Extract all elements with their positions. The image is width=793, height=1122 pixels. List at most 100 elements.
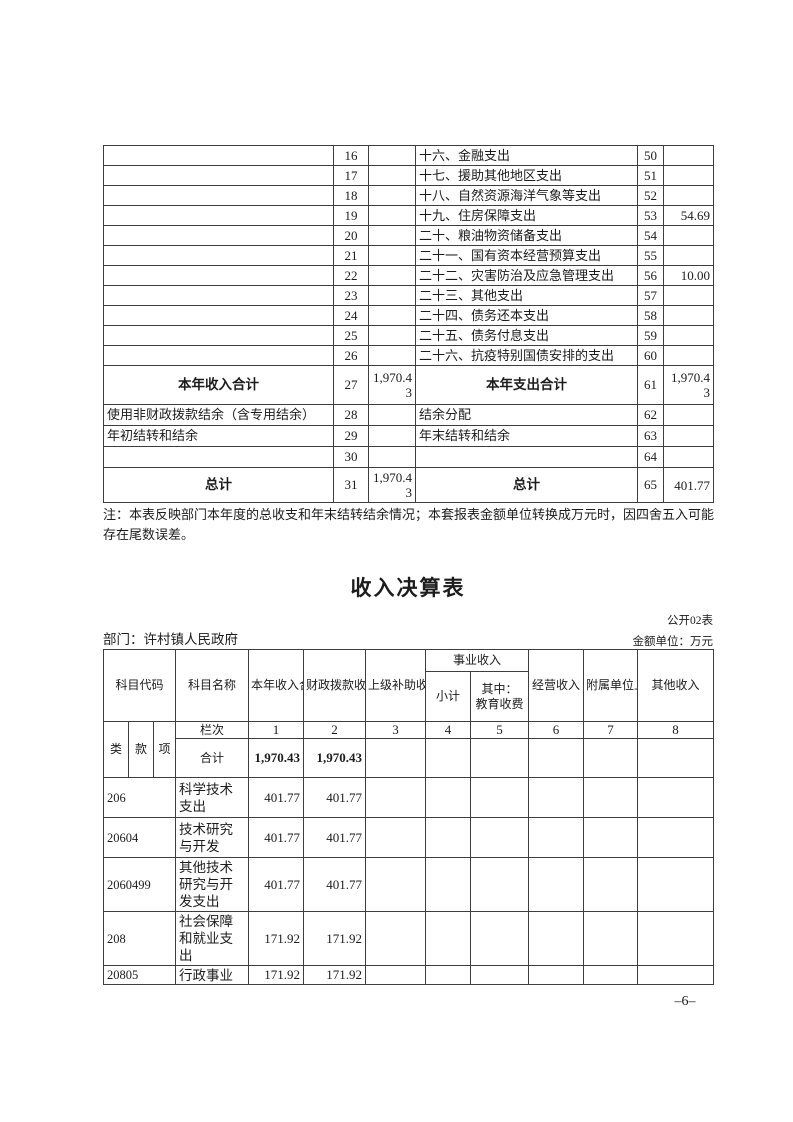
line-no-cell: 16 xyxy=(333,145,369,166)
amount-cell xyxy=(469,857,530,912)
line-no-cell: 62 xyxy=(637,404,664,426)
item-label-cell xyxy=(103,285,334,306)
subject-name-cell: 技术研究与开发 xyxy=(175,817,249,858)
header-fiscal-appropriation: 财政拨款收入 xyxy=(303,649,366,722)
table-row: 20 二十、粮油物资储备支出 54 xyxy=(103,225,714,246)
amount-cell xyxy=(528,777,585,818)
item-label-cell xyxy=(103,446,334,468)
line-no-cell: 53 xyxy=(637,205,664,226)
line-no-cell: 27 xyxy=(333,365,369,405)
table-row: 208 社会保障和就业支出 171.92 171.92 xyxy=(103,911,715,966)
amount-cell xyxy=(637,817,715,858)
item-label-cell: 二十四、债务还本支出 xyxy=(415,305,638,326)
line-no-cell: 59 xyxy=(637,325,664,346)
column-row-label: 栏次 xyxy=(175,721,249,739)
header-subrow: 小计 其中：教育收费 xyxy=(104,671,714,722)
table-row: 22 二十二、灾害防治及应急管理支出 56 10.00 xyxy=(103,265,714,286)
subject-name-cell: 其他技术研究与开发支出 xyxy=(175,857,249,912)
amount-cell: 171.92 xyxy=(248,911,304,966)
header-section: 款 xyxy=(128,721,154,778)
amount-cell xyxy=(425,777,471,818)
amount-cell xyxy=(368,446,416,468)
header-other-income: 其他收入 xyxy=(637,649,715,722)
item-label-cell: 本年收入合计 xyxy=(103,365,334,405)
line-no-cell: 21 xyxy=(333,245,369,266)
amount-cell xyxy=(528,857,585,912)
amount-cell: 54.69 xyxy=(663,205,714,226)
item-label-cell: 二十五、债务付息支出 xyxy=(415,325,638,346)
column-number: 2 xyxy=(303,721,366,739)
header-education-fees: 其中：教育收费 xyxy=(469,671,530,722)
amount-cell xyxy=(425,738,471,778)
amount-cell xyxy=(583,857,639,912)
item-label-cell: 二十、粮油物资储备支出 xyxy=(415,225,638,246)
amount-cell xyxy=(365,857,426,912)
subject-code-cell: 20604 xyxy=(103,817,176,858)
amount-cell xyxy=(637,777,715,818)
line-no-cell: 24 xyxy=(333,305,369,326)
amount-cell xyxy=(637,965,715,985)
amount-cell: 10.00 xyxy=(663,265,714,286)
amount-cell xyxy=(469,817,530,858)
table-row: 17 十七、援助其他地区支出 51 xyxy=(103,165,714,186)
subject-name-cell: 社会保障和就业支出 xyxy=(175,911,249,966)
amount-cell xyxy=(469,911,530,966)
item-label-cell: 二十三、其他支出 xyxy=(415,285,638,306)
grand-total-row: 总计 31 1,970.43 总计 65 401.77 xyxy=(103,467,714,503)
line-no-cell: 64 xyxy=(637,446,664,468)
line-no-cell: 26 xyxy=(333,345,369,366)
header-business-income-group: 事业收入 xyxy=(424,649,530,672)
line-no-cell: 28 xyxy=(333,404,369,426)
total-income-row: 本年收入合计 27 1,970.43 本年支出合计 61 1,970.43 xyxy=(103,365,714,405)
amount-cell xyxy=(583,965,639,985)
column-number: 3 xyxy=(365,721,426,739)
line-no-cell: 56 xyxy=(637,265,664,286)
item-label-cell: 总计 xyxy=(103,467,334,503)
subject-name-cell: 行政事业 xyxy=(175,965,249,985)
item-label-cell: 年末结转和结余 xyxy=(415,425,638,447)
amount-cell xyxy=(368,425,416,447)
header-superior-subsidy: 上级补助收入 xyxy=(365,649,426,722)
amount-cell xyxy=(583,911,639,966)
table-row: 2060499 其他技术研究与开发支出 401.77 401.77 xyxy=(103,857,715,912)
amount-cell: 1,970.43 xyxy=(368,365,416,405)
amount-cell xyxy=(663,245,714,266)
item-label-cell xyxy=(103,345,334,366)
amount-cell xyxy=(425,911,471,966)
line-no-cell: 31 xyxy=(333,467,369,503)
amount-cell xyxy=(368,265,416,286)
amount-cell xyxy=(368,345,416,366)
header-item: 项 xyxy=(153,721,176,778)
line-no-cell: 61 xyxy=(637,365,664,405)
item-label-cell: 二十一、国有资本经营预算支出 xyxy=(415,245,638,266)
unit-label: 金额单位：万元 xyxy=(632,636,714,648)
amount-cell: 171.92 xyxy=(303,911,366,966)
amount-cell xyxy=(663,225,714,246)
header-affiliated-unit-income: 附属单位上缴收入 xyxy=(583,649,639,722)
amount-cell xyxy=(663,305,714,326)
line-no-cell: 30 xyxy=(333,446,369,468)
table-row: 18 十八、自然资源海洋气象等支出 52 xyxy=(103,185,714,206)
amount-cell xyxy=(583,817,639,858)
amount-cell: 401.77 xyxy=(303,857,366,912)
amount-cell xyxy=(368,285,416,306)
item-label-cell: 总计 xyxy=(415,467,638,503)
amount-cell: 401.77 xyxy=(248,777,304,818)
item-label-cell: 十八、自然资源海洋气象等支出 xyxy=(415,185,638,206)
header-subject-code: 科目代码 xyxy=(103,649,176,722)
item-label-cell xyxy=(103,245,334,266)
amount-cell xyxy=(528,911,585,966)
subject-name-cell: 科学技术支出 xyxy=(175,777,249,818)
header-subtotal: 小计 xyxy=(425,671,471,722)
form-code-label: 公开02表 xyxy=(667,615,713,627)
amount-cell xyxy=(425,965,471,985)
amount-cell: 171.92 xyxy=(248,965,304,985)
amount-cell xyxy=(365,738,426,778)
table-footnote: 注：本表反映部门本年度的总收支和年末结转结余情况；本套报表金额单位转换成万元时，… xyxy=(103,507,715,542)
table-row: 30 64 xyxy=(103,446,714,468)
column-number: 7 xyxy=(583,721,639,739)
amount-cell xyxy=(425,857,471,912)
total-row: 合计 1,970.43 1,970.43 xyxy=(104,738,715,778)
amount-cell xyxy=(469,738,530,778)
